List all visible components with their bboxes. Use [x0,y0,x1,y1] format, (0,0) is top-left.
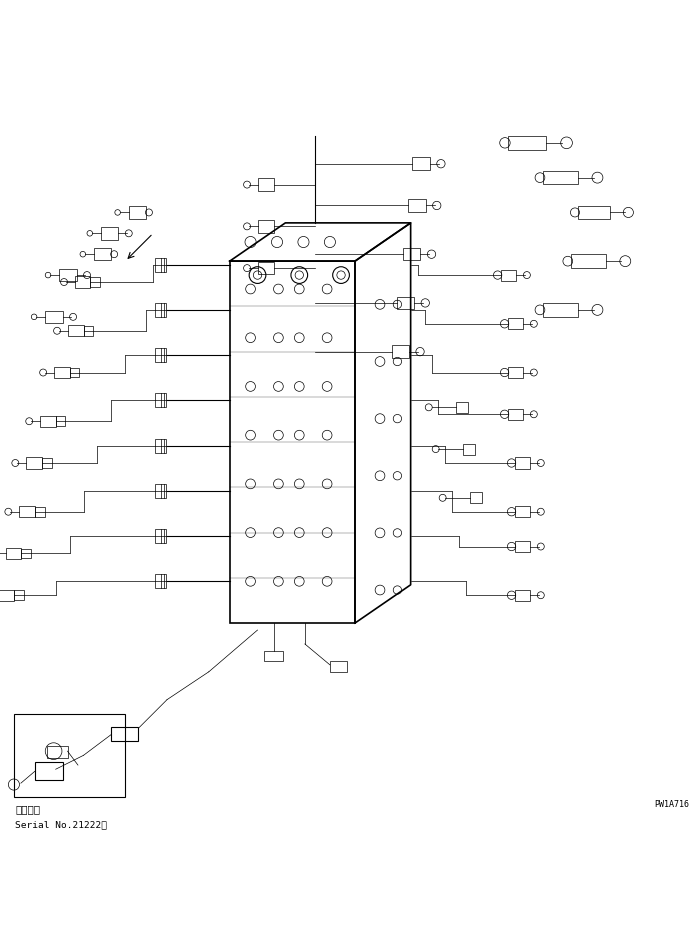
Bar [264,651,283,662]
Bar [470,492,482,504]
Bar [155,484,166,499]
Bar [45,311,63,324]
Bar [155,394,166,408]
Bar [155,349,166,362]
Bar [47,745,68,758]
Bar [571,255,606,269]
Text: PW1A716: PW1A716 [654,799,689,807]
Bar [508,319,523,330]
Bar [155,575,166,589]
Bar [412,159,430,171]
Bar [56,417,65,426]
Bar [59,270,77,282]
Bar [508,367,523,378]
Bar [35,762,63,780]
Bar [230,261,355,623]
Bar [155,259,166,273]
Bar [515,458,530,469]
Bar [330,662,347,672]
Bar [403,248,420,261]
Bar [35,507,45,517]
Bar [515,590,530,601]
Bar [68,326,84,337]
Bar [101,228,118,240]
Bar [501,271,516,281]
Bar [392,346,409,359]
Bar [463,444,475,455]
Bar [155,304,166,317]
Bar [155,439,166,453]
Bar [543,304,578,317]
Bar [21,549,31,559]
Bar [75,277,90,288]
Bar [258,262,274,275]
Bar [70,368,79,378]
Bar [515,541,530,552]
Bar [397,298,414,310]
Bar [40,416,56,427]
Bar [0,590,14,601]
Bar [54,367,70,378]
Bar [456,402,468,413]
Bar [543,171,578,185]
Bar [6,548,21,559]
Bar [42,459,52,468]
Text: 適用号機: 適用号機 [15,803,40,813]
Bar [14,714,125,797]
Bar [508,410,523,421]
Bar [258,221,274,234]
Bar [155,529,166,543]
Bar [408,200,426,212]
Bar [258,179,274,192]
Text: Serial No.21222～: Serial No.21222～ [15,819,107,829]
Bar [578,207,610,220]
Bar [90,278,100,287]
Bar [26,458,42,469]
Bar [84,326,93,337]
Bar [129,207,146,220]
Bar [14,590,24,601]
Bar [94,248,111,261]
Bar [508,136,546,151]
Bar [111,728,138,742]
Bar [19,506,35,517]
Bar [515,506,530,517]
